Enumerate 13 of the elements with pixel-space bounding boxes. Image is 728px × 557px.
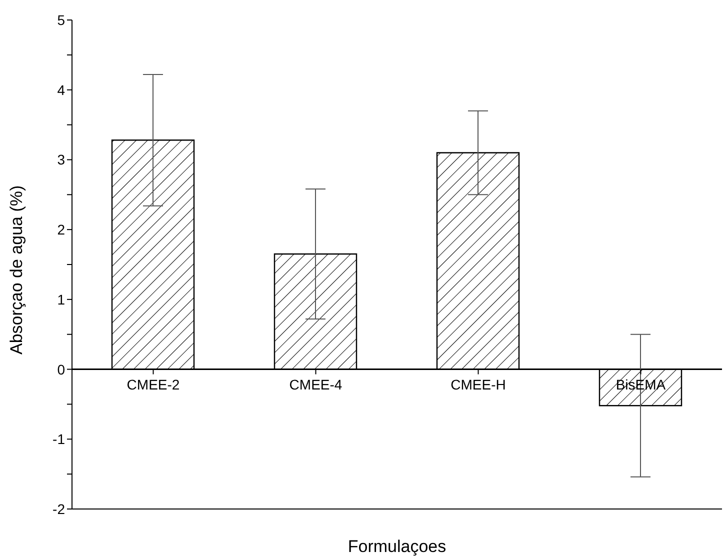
y-tick-label: 2 <box>57 222 66 238</box>
y-tick-label: -2 <box>52 500 66 517</box>
y-tick-label: 3 <box>57 152 66 168</box>
y-tick-label: 1 <box>57 291 66 308</box>
x-axis-title: Formulaçoes <box>348 537 446 556</box>
y-tick-label: -1 <box>52 431 66 448</box>
y-tick-label: 0 <box>57 361 66 378</box>
x-tick-label: CMEE-H <box>450 376 506 392</box>
x-tick-label: CMEE-4 <box>289 376 342 392</box>
y-tick-label: 5 <box>57 12 66 28</box>
y-axis-title: Absorçao de agua (%) <box>7 185 26 354</box>
y-tick-label: 4 <box>57 82 66 98</box>
x-tick-label: CMEE-2 <box>126 376 180 392</box>
